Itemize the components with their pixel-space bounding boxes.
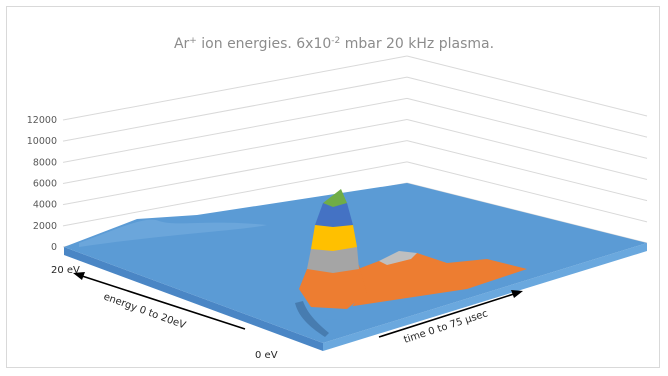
z-axis-ticks: 12000 10000 8000 6000 4000 2000 0 <box>27 115 57 253</box>
energy-axis-label: energy 0 to 20eV <box>102 291 187 331</box>
gridline-left-12000 <box>62 55 408 121</box>
surface-front-edge <box>64 247 323 351</box>
gridline-right-4000 <box>406 140 648 202</box>
energy-start-label: 0 eV <box>255 350 278 361</box>
gridline-left-2000 <box>62 161 408 227</box>
energy-end-label: 20 eV <box>51 265 80 276</box>
gridline-right-10000 <box>406 76 648 138</box>
gridline-right-6000 <box>406 119 648 180</box>
surface-band-green <box>323 189 347 207</box>
surface-band-grey <box>307 247 359 273</box>
surface-band-orange-plateau <box>337 253 527 307</box>
gridline-left-4000 <box>62 140 408 206</box>
gridline-right-2000 <box>406 161 648 223</box>
time-arrow-head <box>511 290 523 298</box>
axis-arrows <box>73 272 523 338</box>
surface-band-dark-blue <box>315 203 353 227</box>
z-tick-label: 10000 <box>27 136 57 147</box>
z-tick-label: 8000 <box>33 157 57 168</box>
z-tick-label: 0 <box>51 242 57 253</box>
energy-arrow-head <box>73 272 85 280</box>
chart-area: Ar+ ion energies. 6x10-2 mbar 20 kHz pla… <box>6 6 660 368</box>
gridline-right-12000 <box>406 55 648 117</box>
surface-shadow <box>295 301 329 337</box>
surface-chart: Ar+ ion energies. 6x10-2 mbar 20 kHz pla… <box>27 36 648 361</box>
time-axis-arrow <box>378 292 518 338</box>
gridline-right-8000 <box>406 97 648 159</box>
surface-right-edge <box>323 243 647 351</box>
gridline-left-10000 <box>62 76 408 142</box>
z-tick-label: 6000 <box>33 179 57 190</box>
surface-band-yellow <box>311 225 357 251</box>
z-tick-label: 12000 <box>27 115 57 126</box>
z-tick-label: 4000 <box>33 200 57 211</box>
energy-axis-arrow <box>78 274 246 330</box>
surface-ridge <box>79 219 267 247</box>
chart-title: Ar+ ion energies. 6x10-2 mbar 20 kHz pla… <box>174 36 494 52</box>
gridline-left-6000 <box>62 119 408 184</box>
surface-plot <box>64 183 647 351</box>
surface-band-orange <box>299 265 367 309</box>
gridline-left-8000 <box>62 97 408 163</box>
surface-band-grey-ridge <box>379 251 417 265</box>
z-tick-label: 2000 <box>33 221 57 232</box>
